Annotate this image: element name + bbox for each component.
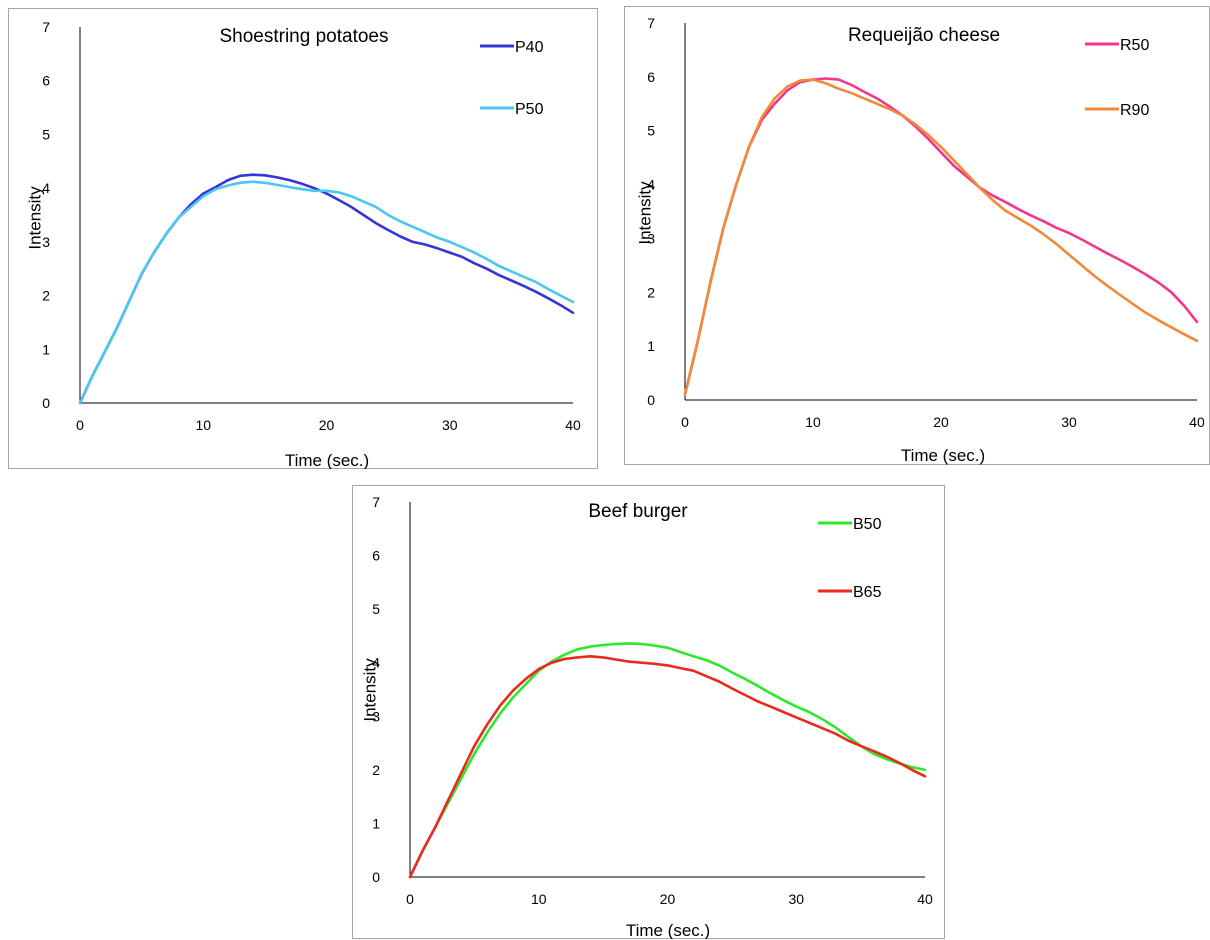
y-tick-label: 7 <box>647 15 655 31</box>
legend-label-b65: B65 <box>853 584 882 601</box>
chart-panel-shoestring-potatoes: 0 1 2 3 4 5 6 7 0 10 20 30 40 Shoestring potatoes Time… <box>8 8 598 469</box>
y-tick-label: 2 <box>42 288 50 304</box>
series-line-p40 <box>78 173 575 405</box>
series-line-b65 <box>408 655 927 879</box>
x-tick-label: 0 <box>76 417 84 433</box>
x-tick-label: 30 <box>788 891 804 907</box>
y-tick-label: 5 <box>372 601 380 617</box>
y-tick-label: 2 <box>647 284 655 300</box>
y-tick-label: 0 <box>372 869 380 885</box>
x-tick-label: 10 <box>805 414 821 430</box>
chart-frame <box>624 6 1210 465</box>
x-tick-label: 10 <box>195 417 211 433</box>
y-axis-title: Intensity <box>635 181 654 245</box>
y-tick-label: 5 <box>42 126 50 142</box>
legend-label-p40: P40 <box>515 39 544 56</box>
y-tick-label: 7 <box>372 494 380 510</box>
legend-label-r90: R90 <box>1120 102 1149 119</box>
y-tick-label: 5 <box>647 123 655 139</box>
legend-label-b50: B50 <box>853 516 882 533</box>
chart-frame <box>8 8 598 469</box>
series-line-r90 <box>683 78 1199 396</box>
y-tick-label: 0 <box>647 392 655 408</box>
chart-panel-requeijao-cheese: 0 1 2 3 4 5 6 7 0 10 20 30 40 Requeijão cheese Time (s… <box>624 6 1210 465</box>
chart-frame <box>352 485 945 939</box>
chart-title: Requeijão cheese <box>848 25 1000 46</box>
x-axis-title: Time (sec.) <box>626 921 710 939</box>
series-line-r50 <box>683 77 1199 396</box>
series-line-p50 <box>78 180 575 405</box>
x-tick-label: 40 <box>1189 414 1205 430</box>
x-tick-label: 10 <box>531 891 547 907</box>
series-line-b50 <box>408 642 927 879</box>
y-tick-label: 6 <box>647 69 655 85</box>
y-tick-label: 0 <box>42 395 50 411</box>
y-tick-label: 1 <box>372 815 380 831</box>
y-tick-label: 7 <box>42 19 50 35</box>
x-axis-title: Time (sec.) <box>901 446 985 465</box>
y-tick-label: 1 <box>42 341 50 357</box>
x-tick-label: 20 <box>933 414 949 430</box>
chart-title: Shoestring potatoes <box>219 26 388 47</box>
x-tick-label: 30 <box>442 417 458 433</box>
y-axis-title: Intensity <box>360 658 379 722</box>
y-tick-label: 2 <box>372 762 380 778</box>
y-tick-label: 4 <box>42 180 50 196</box>
x-tick-label: 0 <box>681 414 689 430</box>
x-tick-label: 0 <box>406 891 414 907</box>
y-tick-label: 3 <box>647 230 655 246</box>
y-tick-label: 6 <box>42 73 50 89</box>
x-tick-label: 20 <box>660 891 676 907</box>
chart-panel-beef-burger: 0 1 2 3 4 5 6 7 0 10 20 30 40 Beef burger Time (sec.) I… <box>352 485 945 939</box>
x-axis-title: Time (sec.) <box>285 451 369 469</box>
y-tick-label: 3 <box>372 708 380 724</box>
y-tick-label: 3 <box>42 234 50 250</box>
chart-title: Beef burger <box>588 501 688 522</box>
chart-svg: 0 1 2 3 4 5 6 7 0 10 20 30 40 Beef burger Time (sec.) I… <box>352 485 945 939</box>
x-tick-label: 40 <box>565 417 581 433</box>
y-tick-label: 1 <box>647 338 655 354</box>
y-tick-label: 6 <box>372 548 380 564</box>
legend-label-r50: R50 <box>1120 37 1149 54</box>
x-tick-label: 30 <box>1061 414 1077 430</box>
y-axis-title: Intensity <box>25 186 44 250</box>
legend-label-p50: P50 <box>515 101 544 118</box>
x-tick-label: 40 <box>917 891 933 907</box>
chart-svg: 0 1 2 3 4 5 6 7 0 10 20 30 40 Shoestring potatoes Time… <box>8 8 598 469</box>
y-tick-label: 4 <box>372 655 380 671</box>
y-tick-label: 4 <box>647 177 655 193</box>
chart-svg: 0 1 2 3 4 5 6 7 0 10 20 30 40 Requeijão cheese Time (s… <box>624 6 1210 465</box>
x-tick-label: 20 <box>319 417 335 433</box>
